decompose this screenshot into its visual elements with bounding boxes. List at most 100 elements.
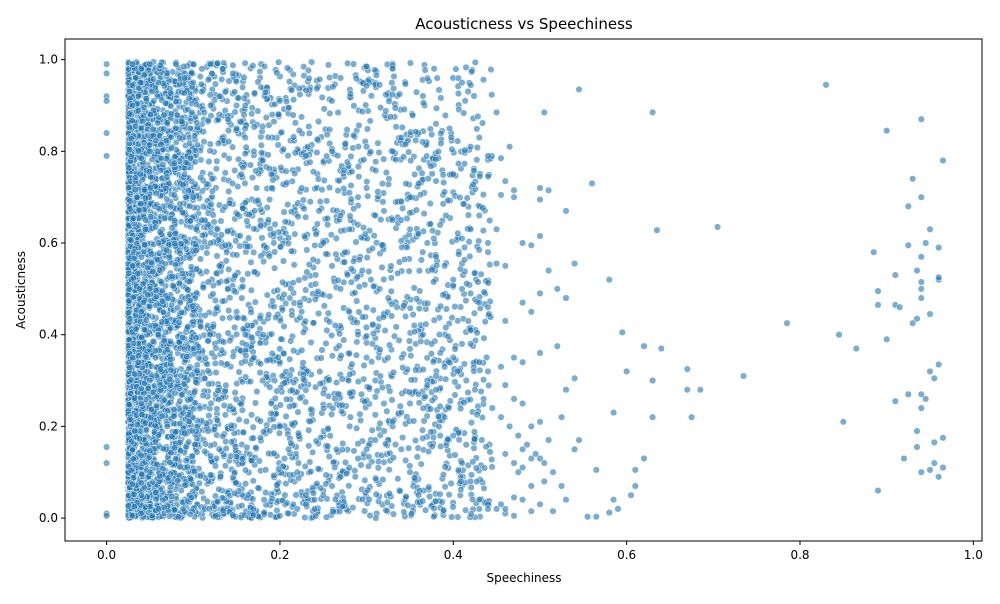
- scatter-point-bg: [410, 474, 419, 482]
- scatter-point-bg: [383, 498, 391, 506]
- scatter-point-bg: [380, 275, 388, 283]
- scatter-point-bg: [149, 125, 157, 133]
- scatter-point-bg: [467, 81, 475, 89]
- scatter-point-bg: [209, 211, 217, 219]
- scatter-point-bg: [254, 107, 262, 115]
- scatter-point-bg: [296, 314, 304, 322]
- scatter-point-bg: [470, 444, 478, 452]
- scatter-point-bg: [351, 467, 359, 475]
- scatter-point-bg: [248, 110, 256, 118]
- scatter-point-bg: [211, 296, 220, 305]
- scatter-point-bg: [369, 282, 377, 290]
- scatter-point-bg: [300, 295, 308, 303]
- scatter-point-bg: [257, 221, 265, 229]
- scatter-point-bg: [225, 77, 233, 85]
- scatter-point-bg: [192, 265, 201, 273]
- scatter-point-bg: [259, 122, 267, 130]
- scatter-point-bg: [273, 506, 281, 514]
- scatter-point-bg: [242, 373, 250, 381]
- scatter-point-bg: [331, 495, 339, 503]
- scatter-point-bg: [309, 168, 317, 176]
- scatter-point-bg: [157, 278, 165, 286]
- scatter-point-bg: [418, 426, 427, 434]
- scatter-point-bg: [200, 138, 208, 146]
- scatter-point-bg: [353, 297, 361, 305]
- scatter-point-bg: [271, 394, 279, 402]
- scatter-point-bg: [405, 388, 414, 396]
- scatter-point-bg: [387, 262, 395, 270]
- scatter-point-bg: [222, 444, 230, 453]
- scatter-point-bg: [146, 447, 154, 455]
- scatter-point-bg: [318, 93, 326, 101]
- scatter-point-bg: [185, 438, 193, 446]
- scatter-point-bg: [247, 286, 255, 294]
- scatter-point-bg: [238, 294, 246, 302]
- scatter-point-bg: [430, 278, 438, 286]
- scatter-point-bg: [243, 321, 251, 329]
- scatter-point-bg: [467, 483, 475, 491]
- scatter-point-bg: [131, 370, 139, 378]
- scatter-point-bg: [268, 297, 277, 305]
- scatter-point-bg: [473, 411, 481, 419]
- scatter-point-bg: [448, 145, 456, 153]
- scatter-point-bg: [470, 167, 478, 175]
- scatter-point-bg: [382, 107, 390, 115]
- scatter-point-bg: [430, 504, 438, 513]
- scatter-point-bg: [318, 186, 326, 194]
- scatter-point-bg: [234, 182, 242, 191]
- scatter-point-bg: [428, 442, 436, 450]
- scatter-point-bg: [372, 71, 380, 79]
- scatter-point-bg: [126, 363, 134, 372]
- scatter-point-bg: [303, 246, 311, 254]
- scatter-point-bg: [127, 466, 135, 474]
- scatter-point-bg: [407, 352, 415, 360]
- scatter-point-bg: [313, 480, 321, 488]
- scatter-point-bg: [357, 416, 365, 424]
- scatter-point-bg: [346, 90, 355, 98]
- scatter-point-bg: [351, 473, 359, 481]
- scatter-point-bg: [248, 104, 256, 112]
- scatter-point-bg: [268, 111, 276, 119]
- scatter-point-bg: [166, 253, 174, 261]
- scatter-point-bg: [184, 323, 192, 331]
- scatter-point-bg: [442, 324, 450, 332]
- scatter-point-bg: [217, 472, 225, 481]
- scatter-point-bg: [250, 225, 258, 233]
- chart-title: Acousticness vs Speechiness: [415, 15, 633, 33]
- scatter-point-bg: [352, 351, 360, 359]
- scatter-point-bg: [220, 338, 228, 346]
- scatter-point-bg: [155, 205, 163, 213]
- scatter-point-bg: [419, 138, 427, 146]
- scatter-point-bg: [185, 418, 193, 426]
- scatter-point-bg: [354, 440, 362, 448]
- scatter-point-bg: [231, 389, 239, 397]
- scatter-point-bg: [255, 457, 263, 465]
- scatter-point-bg: [307, 467, 315, 476]
- scatter-point-bg: [405, 267, 413, 275]
- scatter-point-bg: [396, 487, 404, 495]
- scatter-point-bg: [369, 329, 377, 338]
- scatter-point-bg: [476, 172, 484, 180]
- scatter-point-bg: [441, 483, 449, 491]
- scatter-point-bg: [129, 455, 137, 463]
- scatter-point-bg: [247, 258, 255, 266]
- scatter-point-bg: [179, 505, 187, 513]
- scatter-point-bg: [372, 166, 380, 175]
- scatter-point-bg: [421, 66, 429, 74]
- scatter-point-bg: [409, 111, 417, 119]
- scatter-point-bg: [437, 130, 445, 138]
- scatter-point-bg: [399, 433, 407, 442]
- scatter-point-bg: [457, 405, 465, 413]
- scatter-point-bg: [186, 217, 194, 225]
- scatter-point-bg: [185, 364, 193, 372]
- scatter-point-bg: [306, 158, 314, 166]
- scatter-point-bg: [405, 148, 413, 156]
- scatter-point-bg: [343, 470, 351, 478]
- scatter-point-bg: [377, 104, 385, 112]
- scatter-point-bg: [326, 184, 334, 192]
- scatter-point-bg: [379, 476, 387, 484]
- scatter-point-bg: [335, 177, 343, 185]
- scatter-point-bg: [191, 399, 199, 407]
- scatter-point-bg: [369, 306, 377, 314]
